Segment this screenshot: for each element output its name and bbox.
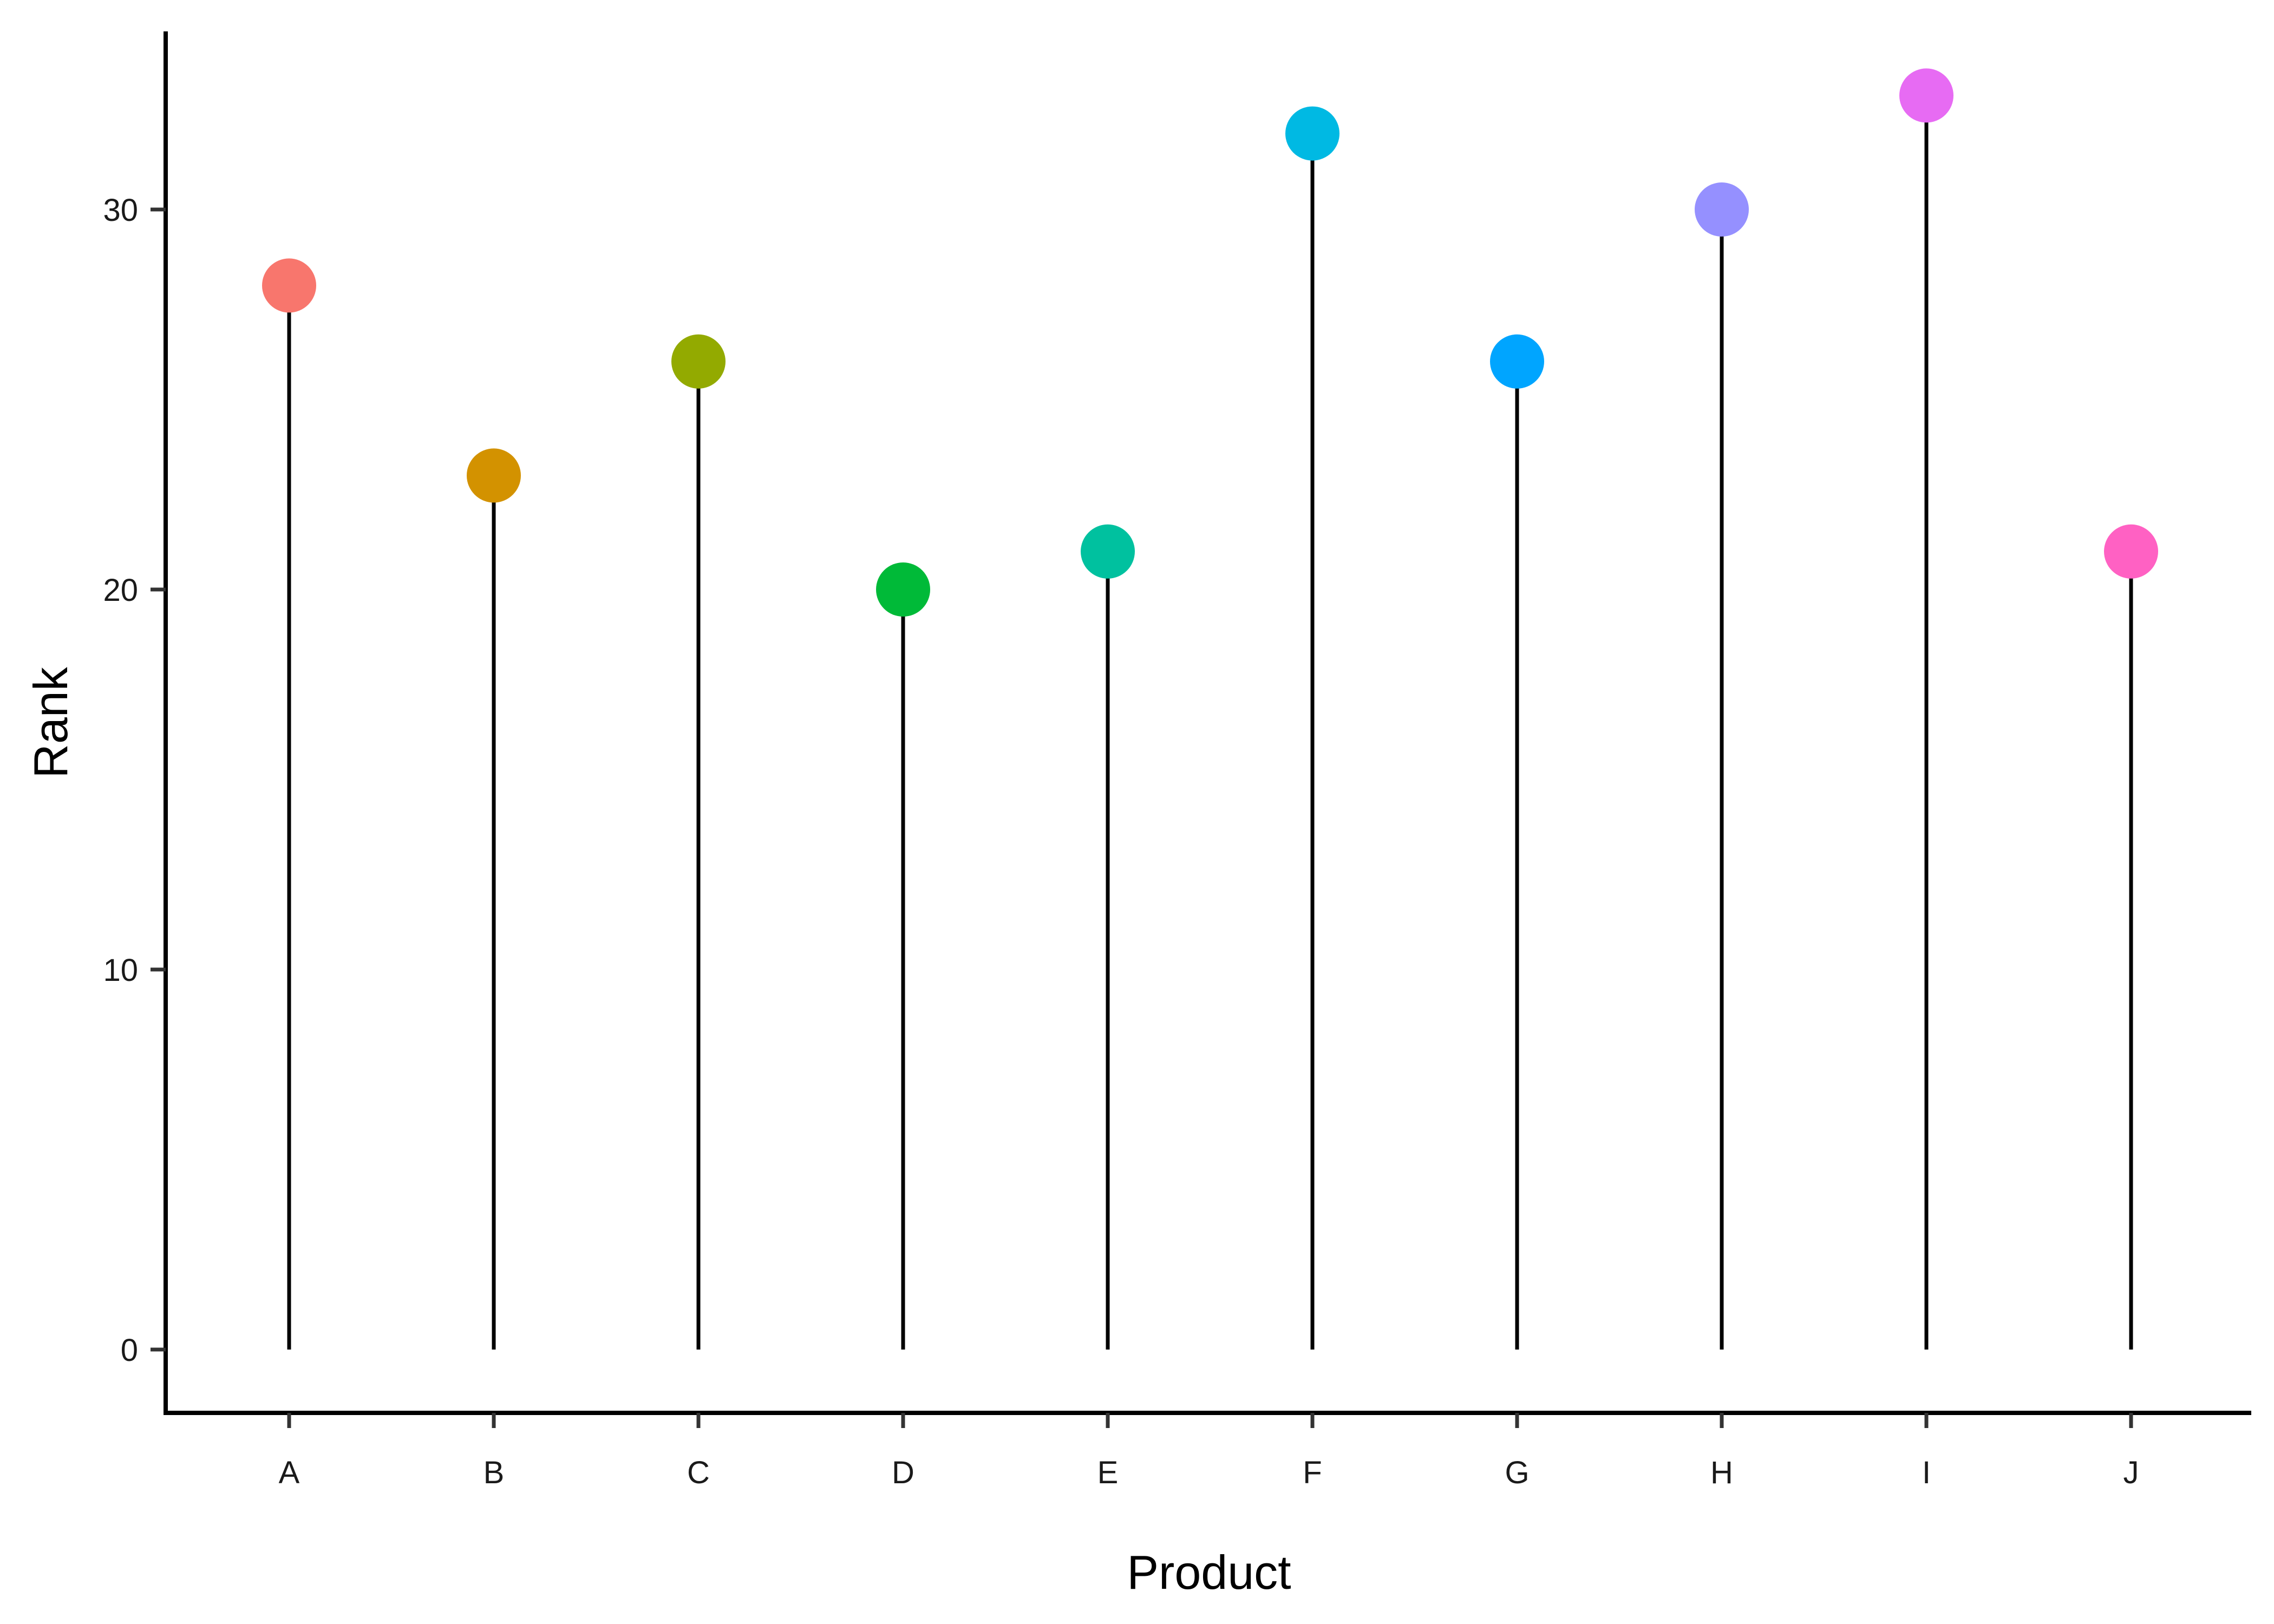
point-d [876, 562, 930, 617]
y-axis-title: Rank [24, 666, 77, 778]
point-a [262, 258, 316, 313]
x-axis-ticks: A B C D E F G H I J [279, 1413, 2139, 1490]
x-tick-label: I [1922, 1455, 1931, 1490]
x-tick-label: G [1505, 1455, 1529, 1490]
x-tick-label: B [483, 1455, 505, 1490]
x-tick-label: J [2123, 1455, 2139, 1490]
point-e [1081, 524, 1135, 579]
dots [262, 68, 2158, 617]
point-i [1899, 68, 1953, 123]
x-tick-label: E [1097, 1455, 1119, 1490]
point-b [467, 448, 521, 503]
point-g [1490, 334, 1544, 389]
x-tick-label: F [1303, 1455, 1322, 1490]
point-h [1695, 182, 1749, 237]
y-axis-ticks: 0 10 20 30 [103, 193, 166, 1368]
x-tick-label: D [892, 1455, 914, 1490]
x-tick-label: C [687, 1455, 710, 1490]
y-tick-label: 0 [121, 1333, 138, 1368]
point-c [671, 334, 726, 389]
point-f [1285, 106, 1339, 161]
y-tick-label: 20 [103, 573, 138, 608]
y-tick-label: 10 [103, 953, 138, 988]
y-tick-label: 30 [103, 193, 138, 228]
x-axis-title: Product [1127, 1546, 1291, 1599]
stems [287, 95, 2133, 1350]
x-tick-label: H [1710, 1455, 1733, 1490]
point-j [2104, 524, 2158, 579]
x-tick-label: A [279, 1455, 300, 1490]
